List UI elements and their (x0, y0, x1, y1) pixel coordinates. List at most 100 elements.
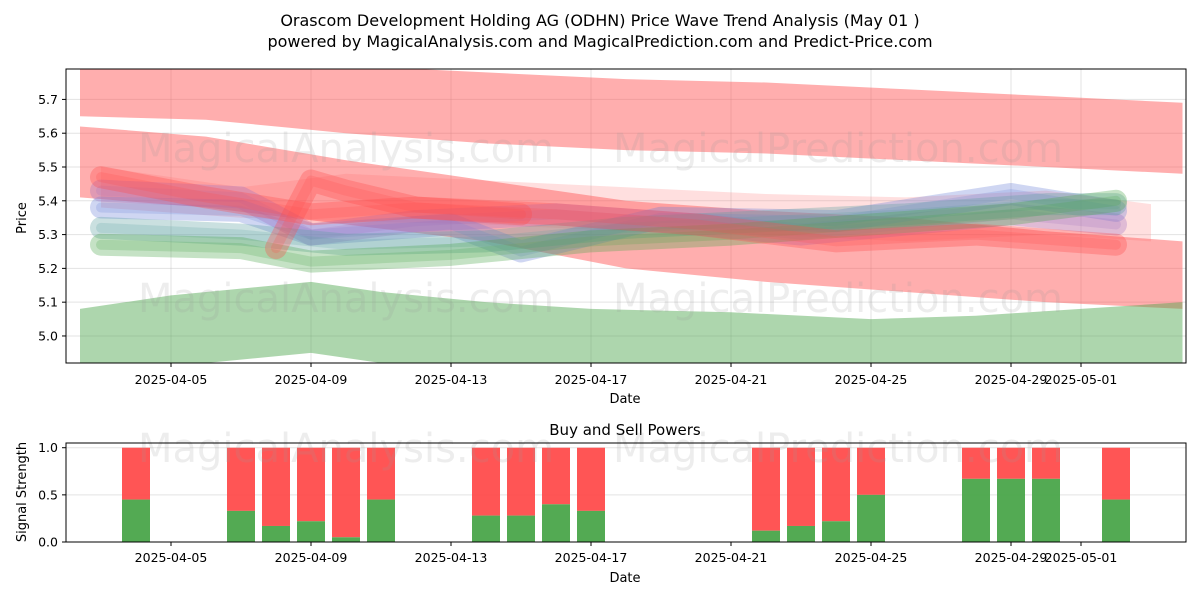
sell-bar (122, 447, 150, 500)
top-grid (66, 69, 1186, 363)
bottom-x-tick-label: 2025-04-17 (555, 550, 628, 565)
sell-bar (297, 447, 325, 522)
lower-green-band (80, 281, 1183, 363)
top-y-tick-label: 5.7 (38, 92, 58, 107)
sell-bar (997, 447, 1025, 479)
buy-bar (472, 515, 500, 542)
bottom-x-axis: 2025-04-05 2025-04-09 2025-04-13 2025-04-17… (135, 542, 1118, 565)
buy-bar (122, 499, 150, 542)
sell-bar (752, 447, 780, 531)
buy-bar (227, 510, 255, 542)
bottom-y-tick-label: 0.5 (38, 487, 58, 502)
top-y-tick-label: 5.3 (38, 227, 58, 242)
wave-red (265, 169, 532, 260)
top-y-tick-label: 5.4 (38, 193, 58, 208)
buy-bar (1032, 478, 1060, 542)
sell-bar (262, 447, 290, 526)
watermark-text: MagicalPrediction.com (613, 276, 1063, 322)
bottom-x-tick-label: 2025-04-05 (135, 550, 208, 565)
wave-core-teal (96, 199, 1121, 250)
top-y-tick-label: 5.2 (38, 261, 58, 276)
buy-bar (857, 494, 885, 542)
sell-bar (577, 447, 605, 511)
wave-green (90, 189, 1127, 273)
buy-bar (542, 504, 570, 542)
top-x-tick-label: 2025-04-05 (135, 372, 208, 387)
wave-core-purple (96, 185, 1121, 240)
bottom-plot-frame (65, 442, 1187, 543)
chart-title-line2: powered by MagicalAnalysis.com and Magic… (267, 32, 932, 51)
bottom-y-tick-label: 1.0 (38, 440, 58, 455)
top-x-tick-label: 2025-04-13 (415, 372, 488, 387)
wave-purple (90, 179, 1127, 246)
bottom-x-tick-label: 2025-05-01 (1045, 550, 1118, 565)
bottom-x-tick-label: 2025-04-21 (695, 550, 768, 565)
buy-sell-chart: Buy and Sell Powers MagicalAnalysis.com … (15, 421, 1187, 586)
bottom-chart-title: Buy and Sell Powers (549, 421, 701, 439)
wave-core-blue (96, 189, 1121, 257)
bottom-bars (122, 447, 1130, 542)
bottom-x-tick-label: 2025-04-13 (415, 550, 488, 565)
top-x-tick-label: 2025-05-01 (1045, 372, 1118, 387)
sell-bar (1102, 447, 1130, 500)
buy-bar (962, 478, 990, 542)
top-plot-frame (65, 68, 1187, 364)
top-y-axis: 5.0 5.1 5.2 5.3 5.4 5.5 5.6 5.7 (38, 92, 66, 343)
sell-bar (787, 447, 815, 526)
sell-bar (822, 447, 850, 522)
buy-bar (997, 478, 1025, 542)
sell-bar (507, 447, 535, 516)
buy-bar (507, 515, 535, 542)
sell-bar (227, 447, 255, 511)
top-plot-area (66, 69, 1186, 363)
top-y-axis-label: Price (15, 202, 30, 234)
buy-bar (577, 510, 605, 542)
sell-bar (1032, 447, 1060, 479)
bottom-y-tick-label: 0.0 (38, 535, 58, 550)
sell-bar (332, 447, 360, 538)
wave-red (90, 166, 1127, 256)
light-red-band (101, 167, 1151, 242)
top-y-tick-label: 5.6 (38, 126, 58, 141)
watermark-text: MagicalPrediction.com (613, 126, 1063, 172)
bottom-x-tick-label: 2025-04-09 (275, 550, 348, 565)
top-y-tick-label: 5.0 (38, 328, 58, 343)
top-y-tick-label: 5.5 (38, 160, 58, 175)
wave-core-red (96, 172, 1121, 250)
top-y-tick-label: 5.1 (38, 295, 58, 310)
watermark-text: MagicalAnalysis.com (138, 276, 554, 322)
top-watermarks: MagicalAnalysis.com MagicalPrediction.co… (138, 126, 1063, 322)
sell-bar (367, 447, 395, 500)
buy-bar (1102, 499, 1130, 542)
price-wave-chart: MagicalAnalysis.com MagicalPrediction.co… (15, 68, 1187, 407)
buy-bar (262, 525, 290, 542)
bottom-x-tick-label: 2025-04-25 (835, 550, 908, 565)
top-x-tick-label: 2025-04-09 (275, 372, 348, 387)
top-bands (80, 69, 1183, 363)
watermark-text: MagicalAnalysis.com (138, 426, 554, 472)
sell-bar (857, 447, 885, 495)
buy-bar (822, 521, 850, 542)
chart-title-line1: Orascom Development Holding AG (ODHN) Pr… (280, 11, 919, 30)
buy-bar (332, 537, 360, 542)
buy-bar (787, 525, 815, 542)
bottom-x-axis-label: Date (609, 571, 640, 586)
sell-bar (472, 447, 500, 516)
top-x-axis: 2025-04-05 2025-04-09 2025-04-13 2025-04-17… (135, 363, 1118, 387)
bottom-y-axis: 0.0 0.5 1.0 (38, 440, 66, 550)
buy-bar (367, 499, 395, 542)
top-x-tick-label: 2025-04-29 (975, 372, 1048, 387)
watermark-text: MagicalPrediction.com (613, 426, 1063, 472)
buy-bar (752, 530, 780, 542)
watermark-text: MagicalAnalysis.com (138, 126, 554, 172)
wave-core-green (96, 195, 1121, 267)
bottom-y-axis-label: Signal Strength (15, 442, 30, 542)
wave-teal (90, 193, 1127, 256)
upper-red-diagonal (80, 126, 1183, 309)
top-x-tick-label: 2025-04-21 (695, 372, 768, 387)
buy-bar (297, 521, 325, 542)
sell-bar (962, 447, 990, 479)
bottom-x-tick-label: 2025-04-29 (975, 550, 1048, 565)
top-waves (90, 166, 1127, 273)
